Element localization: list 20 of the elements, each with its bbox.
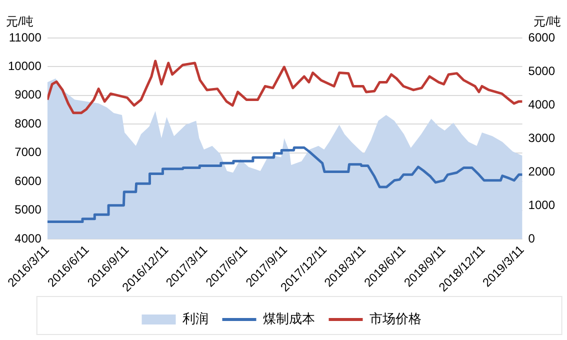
y-tick-label: 5000 [14,202,42,217]
y2-axis-title: 元/吨 [534,14,561,28]
y2-tick-label: 5000 [528,64,556,78]
y2-tick-label: 1000 [528,198,556,212]
y-tick-label: 6000 [14,174,42,188]
y2-tick-label: 3000 [528,130,556,145]
legend-label: 利润 [182,311,208,326]
legend-label: 市场价格 [369,311,422,326]
y-tick-label: 7000 [14,145,42,160]
y-tick-label: 10000 [8,59,42,74]
y-axis-title: 元/吨 [6,14,34,28]
y2-tick-label: 2000 [528,164,556,178]
y-tick-label: 4000 [14,231,42,246]
y2-tick-label: 4000 [528,97,556,112]
y-tick-label: 8000 [14,116,42,130]
y2-tick-label: 6000 [528,30,556,44]
legend-label: 煤制成本 [262,311,315,326]
y-tick-label: 11000 [8,30,42,44]
y-tick-label: 9000 [14,88,42,102]
y2-tick-label: 0 [528,231,536,246]
